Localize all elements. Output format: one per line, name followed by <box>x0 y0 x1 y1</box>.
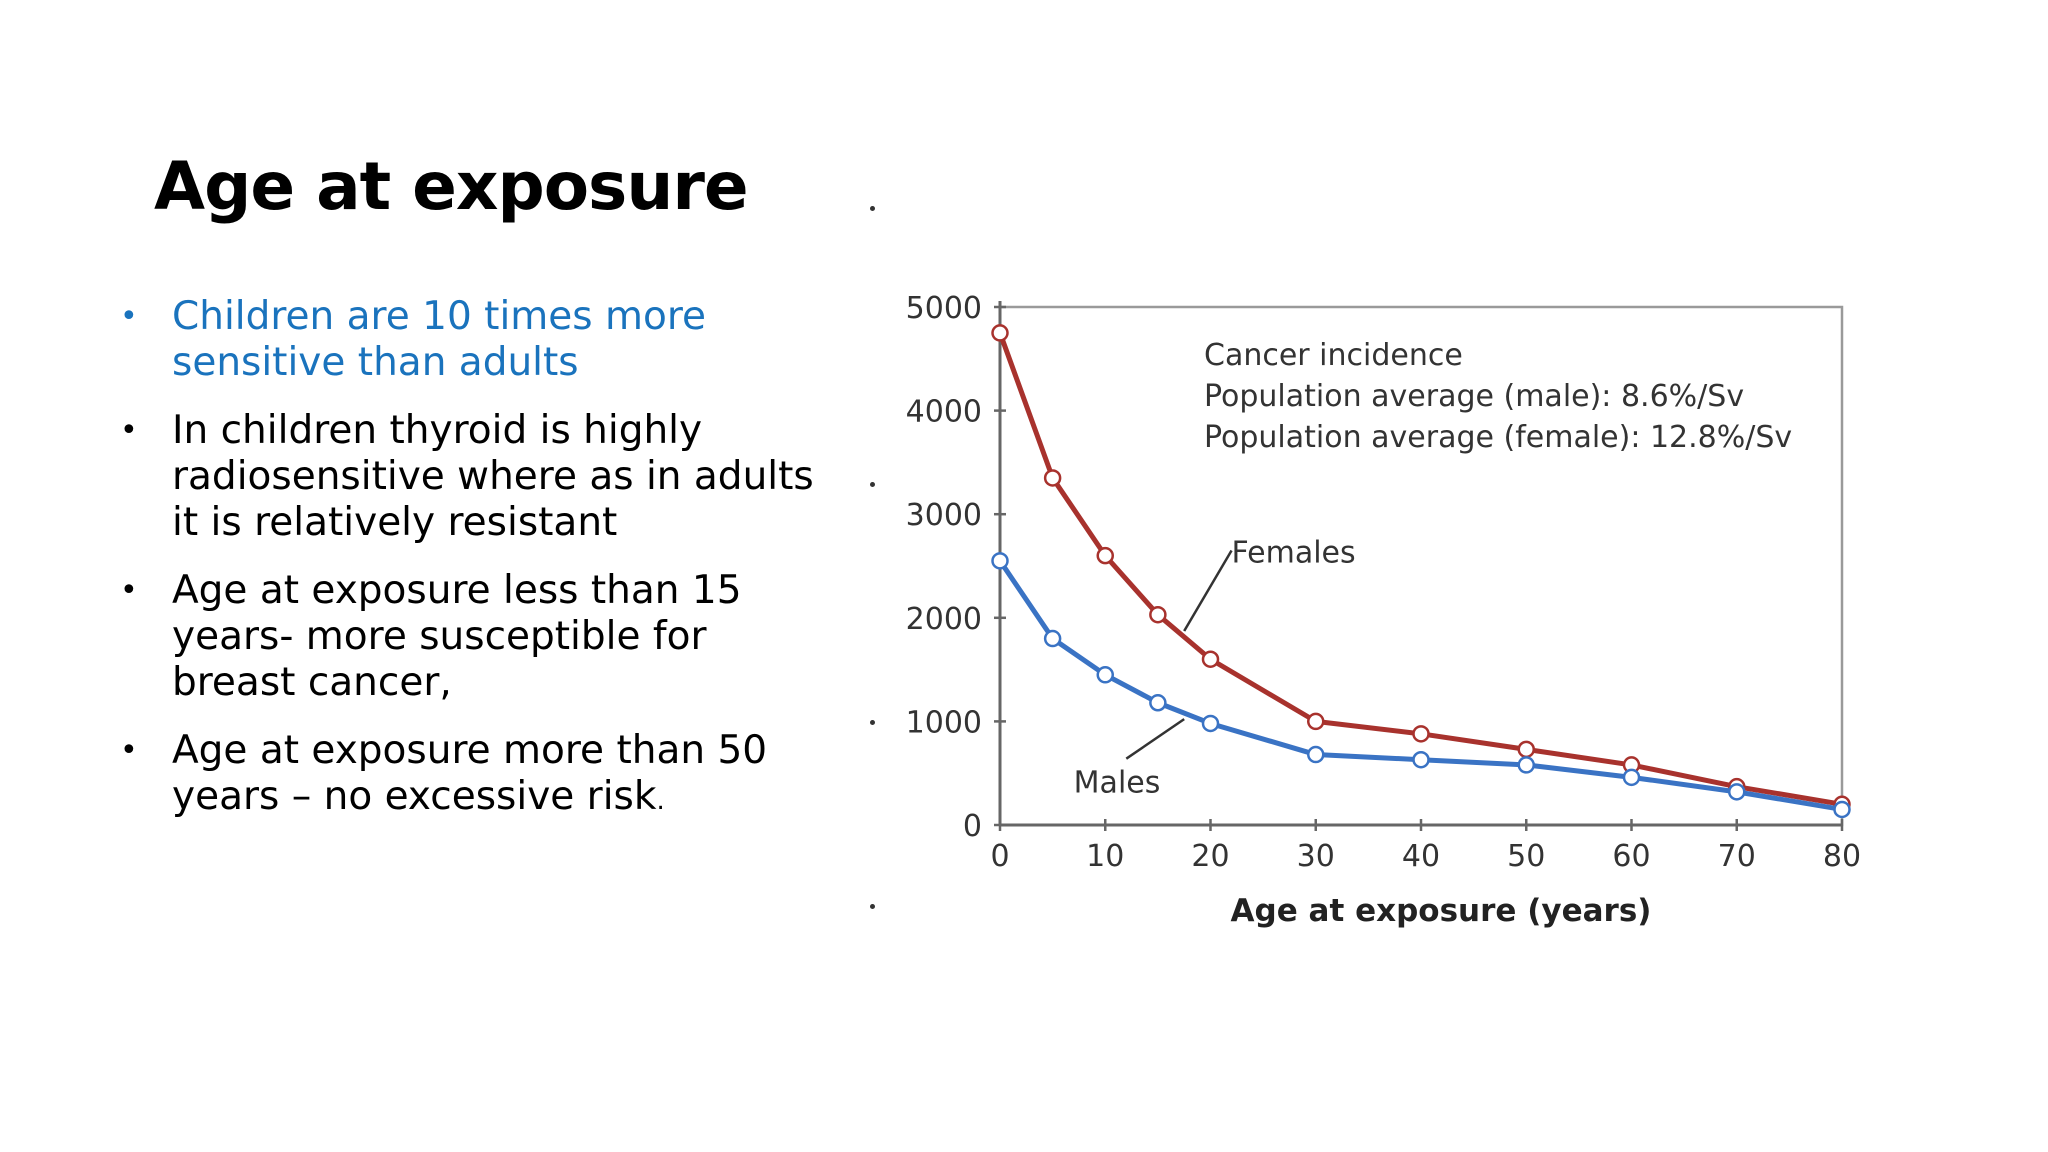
x-tick-label: 70 <box>1718 839 1756 874</box>
x-tick-label: 30 <box>1297 839 1335 874</box>
y-tick-label: 4000 <box>906 395 982 430</box>
data-point <box>1149 694 1167 712</box>
data-point <box>1201 714 1220 733</box>
bullet-marker: • <box>120 299 138 334</box>
x-tick-label: 40 <box>1402 839 1440 874</box>
bullet-marker: • <box>120 733 138 768</box>
y-tick-label: 1000 <box>906 705 982 740</box>
x-tick-label: 10 <box>1086 839 1124 874</box>
chart-annotation: Population average (male): 8.6%/Sv <box>1204 379 1744 414</box>
chart-annotation: Population average (female): 12.8%/Sv <box>1204 420 1792 455</box>
bullet-marker: • <box>120 573 138 608</box>
data-point <box>1412 750 1430 769</box>
x-tick-label: 0 <box>990 839 1009 874</box>
data-point <box>1517 756 1535 774</box>
data-point <box>1201 650 1220 668</box>
bullet-list: • Children are 10 times more sensitive t… <box>120 294 820 846</box>
bullet-item: • Children are 10 times more sensitive t… <box>120 294 820 386</box>
series-label-leader <box>1183 549 1233 632</box>
data-point <box>1622 768 1641 787</box>
data-point <box>1096 546 1114 565</box>
x-tick-label: 50 <box>1507 839 1545 874</box>
y-tick-label: 0 <box>963 809 982 844</box>
bullet-text: Children are 10 times more sensitive tha… <box>172 294 707 385</box>
data-point <box>991 324 1009 342</box>
data-point <box>1728 783 1746 801</box>
series-label-leader <box>1125 718 1185 760</box>
bullet-item: • In children thyroid is highly radiosen… <box>120 408 820 546</box>
chart-annotation: Cancer incidence <box>1204 338 1463 373</box>
data-point <box>1833 800 1851 819</box>
edge-mark <box>870 482 875 487</box>
x-axis-label: Age at exposure (years) <box>1231 893 1652 929</box>
y-tick-label: 3000 <box>906 498 982 533</box>
bullet-text: Age at exposure less than 15 years- more… <box>172 568 742 705</box>
x-tick-label: 80 <box>1823 839 1861 874</box>
data-point <box>1307 745 1325 764</box>
data-point <box>1043 469 1062 487</box>
series-label: Females <box>1232 535 1356 570</box>
series-label: Males <box>1074 766 1161 801</box>
x-tick-label: 20 <box>1191 839 1229 874</box>
bullet-marker: • <box>120 413 138 448</box>
data-point <box>1096 666 1114 684</box>
bullet-item: • Age at exposure less than 15 years- mo… <box>120 568 820 706</box>
edge-mark <box>870 904 875 909</box>
chart-svg: 0 1000 2000 3000 4000 5000 0 10 20 30 40 50 60 70 80 Ag… <box>906 291 1861 929</box>
chart: 0 1000 2000 3000 4000 5000 0 10 20 30 40 50 60 70 80 Ag… <box>866 270 1876 950</box>
bullet-trailing-period: . <box>656 786 665 816</box>
bullet-text: Age at exposure more than 50 years – no … <box>172 728 768 819</box>
y-tick-label: 5000 <box>906 291 982 326</box>
data-point <box>1412 725 1430 743</box>
edge-mark <box>870 206 875 211</box>
slide-title: Age at exposure <box>154 148 749 225</box>
data-point <box>1149 605 1167 624</box>
y-tick-label: 2000 <box>906 602 982 637</box>
data-point <box>1307 712 1325 731</box>
edge-mark <box>870 720 875 725</box>
bullet-item: • Age at exposure more than 50 years – n… <box>120 728 820 824</box>
x-tick-label: 60 <box>1612 839 1650 874</box>
data-point <box>991 552 1009 570</box>
data-point <box>1043 629 1062 648</box>
data-point <box>1517 740 1535 759</box>
bullet-text: In children thyroid is highly radiosensi… <box>172 408 814 545</box>
